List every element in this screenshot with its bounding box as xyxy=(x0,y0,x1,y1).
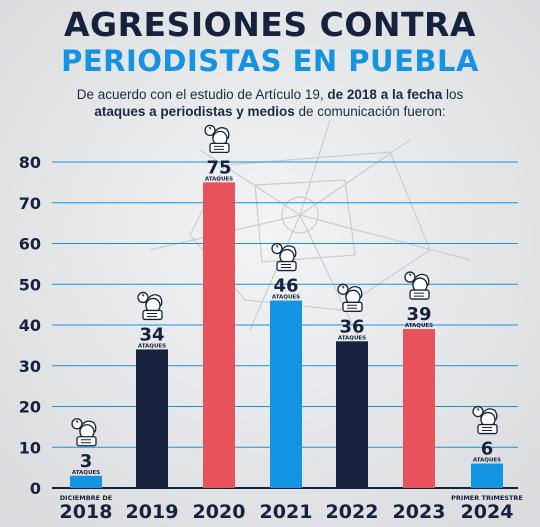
body-shape xyxy=(342,301,363,312)
data-label-unit: ATAQUES xyxy=(205,176,233,182)
shirt-lines xyxy=(214,145,224,150)
title-line-1: AGRESIONES CONTRA xyxy=(64,5,476,44)
body-shape xyxy=(76,436,97,447)
y-tick-label: 60 xyxy=(19,235,41,254)
mic-icon xyxy=(404,271,416,283)
subtitle: De acuerdo con el estudio de Artículo 19… xyxy=(20,86,520,120)
bar xyxy=(136,349,168,488)
y-tick-label: 70 xyxy=(19,194,41,213)
data-label: 75 xyxy=(206,157,231,178)
data-label-unit: ATAQUES xyxy=(138,343,166,349)
mic-icon xyxy=(71,418,83,430)
body-shape xyxy=(477,423,498,435)
data-label-unit: ATAQUES xyxy=(473,458,501,464)
y-tick-label: 30 xyxy=(19,357,41,376)
data-label: 39 xyxy=(406,304,431,325)
bar xyxy=(471,463,503,488)
shirt-lines xyxy=(147,312,157,317)
bar xyxy=(70,475,102,488)
data-label-unit: ATAQUES xyxy=(405,323,433,329)
x-tick-label: 2020 xyxy=(193,501,246,523)
bar xyxy=(336,341,368,488)
body-shape xyxy=(409,289,430,300)
data-label: 6 xyxy=(481,439,494,460)
mic-mark xyxy=(75,419,79,423)
shirt-lines xyxy=(347,304,357,309)
subtitle-text-2: los xyxy=(442,87,464,102)
mic-icon xyxy=(337,283,349,295)
data-label-unit: ATAQUES xyxy=(72,470,100,476)
subtitle-text-3: de comunicación fueron: xyxy=(294,104,446,119)
shirt-lines xyxy=(281,264,291,269)
x-tick-label: 2023 xyxy=(393,501,446,523)
journalist-icon xyxy=(71,418,97,447)
bar xyxy=(270,300,302,488)
data-label-unit: ATAQUES xyxy=(272,295,300,301)
mic-icon xyxy=(204,124,216,137)
data-label: 46 xyxy=(273,276,298,297)
x-tick-note: PRIMER TRIMESTRE xyxy=(451,494,523,502)
bar xyxy=(203,182,235,488)
y-tick-label: 50 xyxy=(19,275,41,294)
journalist-icon xyxy=(271,242,297,272)
mic-mark xyxy=(341,285,345,289)
y-tick-label: 0 xyxy=(30,479,41,498)
shirt-lines xyxy=(81,439,91,444)
shirt-lines xyxy=(414,292,424,297)
mic-icon xyxy=(137,291,149,304)
mic-mark xyxy=(141,293,145,297)
journalist-icon xyxy=(404,271,430,300)
journalist-icon xyxy=(472,405,498,435)
mic-icon xyxy=(472,405,484,418)
mic-mark xyxy=(408,273,412,277)
bar xyxy=(403,329,435,488)
journalist-icon xyxy=(204,124,230,154)
data-label: 3 xyxy=(80,451,93,472)
x-tick-label: 2024 xyxy=(461,501,514,523)
y-tick-label: 80 xyxy=(19,153,41,172)
subtitle-text-1: De acuerdo con el estudio de Artículo 19… xyxy=(76,87,328,102)
subtitle-bold-1: de 2018 a la fecha xyxy=(327,87,443,102)
body-shape xyxy=(276,260,297,272)
x-tick-label: 2018 xyxy=(60,501,113,523)
journalist-icon xyxy=(337,283,363,312)
journalist-icon xyxy=(137,291,163,321)
x-tick-label: 2022 xyxy=(326,501,379,523)
body-shape xyxy=(209,142,230,154)
y-tick-label: 20 xyxy=(19,398,41,417)
data-label: 34 xyxy=(139,324,164,345)
mic-icon xyxy=(271,242,283,255)
x-tick-label: 2019 xyxy=(126,501,179,523)
mic-mark xyxy=(275,244,279,248)
x-tick-label: 2021 xyxy=(260,501,313,523)
data-label: 36 xyxy=(339,316,364,337)
y-tick-label: 10 xyxy=(19,438,41,457)
cracked-glass-decoration xyxy=(149,119,471,341)
data-label-unit: ATAQUES xyxy=(338,335,366,341)
mic-mark xyxy=(476,407,480,411)
mic-mark xyxy=(208,126,212,130)
x-tick-note: DICIEMBRE DE xyxy=(60,494,112,502)
title-line-2: PERIODISTAS EN PUEBLA xyxy=(61,44,479,78)
shirt-lines xyxy=(482,427,492,432)
y-tick-label: 40 xyxy=(19,316,41,335)
body-shape xyxy=(142,309,163,321)
subtitle-bold-2: ataques a periodistas y medios xyxy=(94,104,295,119)
